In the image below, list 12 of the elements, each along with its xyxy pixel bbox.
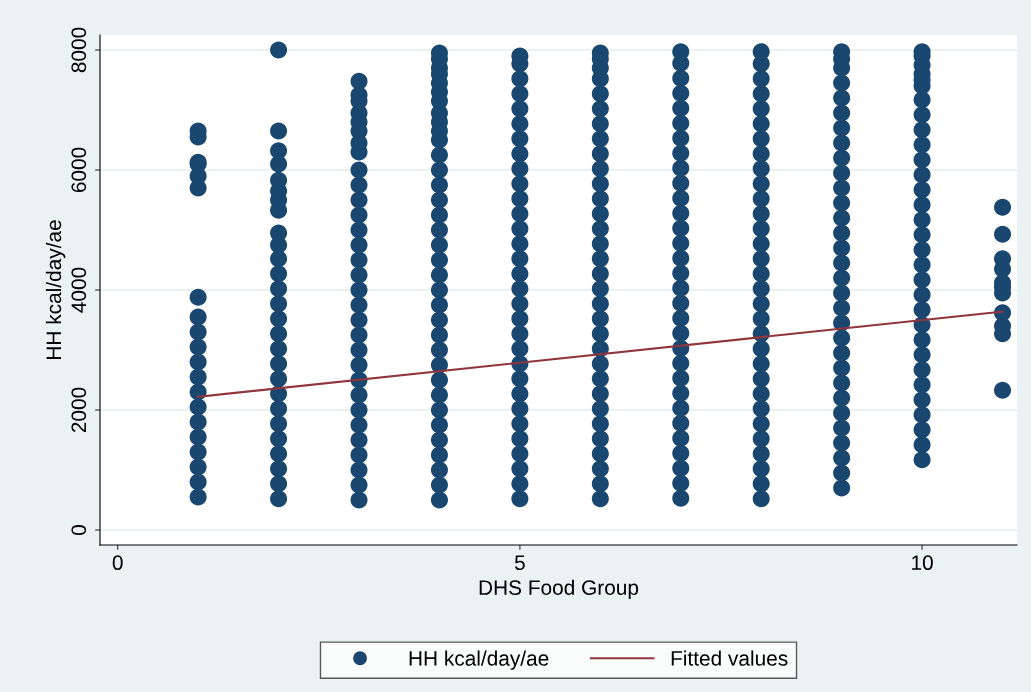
- y-tick-label: 2000: [71, 387, 87, 433]
- x-axis-title: DHS Food Group: [479, 579, 639, 600]
- legend-label: Fitted values: [671, 650, 788, 666]
- y-axis-title: HH kcal/day/ae: [45, 220, 66, 359]
- y-tick-label: 6000: [71, 147, 87, 193]
- y-tick-label: 0: [71, 525, 87, 535]
- legend-label: HH kcal/day/ae: [409, 650, 549, 670]
- y-tick-label: 4000: [71, 267, 87, 313]
- y-tick-label: 8000: [71, 27, 87, 73]
- x-tick-label: 0: [112, 555, 123, 571]
- x-tick-label: 10: [912, 555, 933, 571]
- x-tick-label: 5: [514, 555, 525, 571]
